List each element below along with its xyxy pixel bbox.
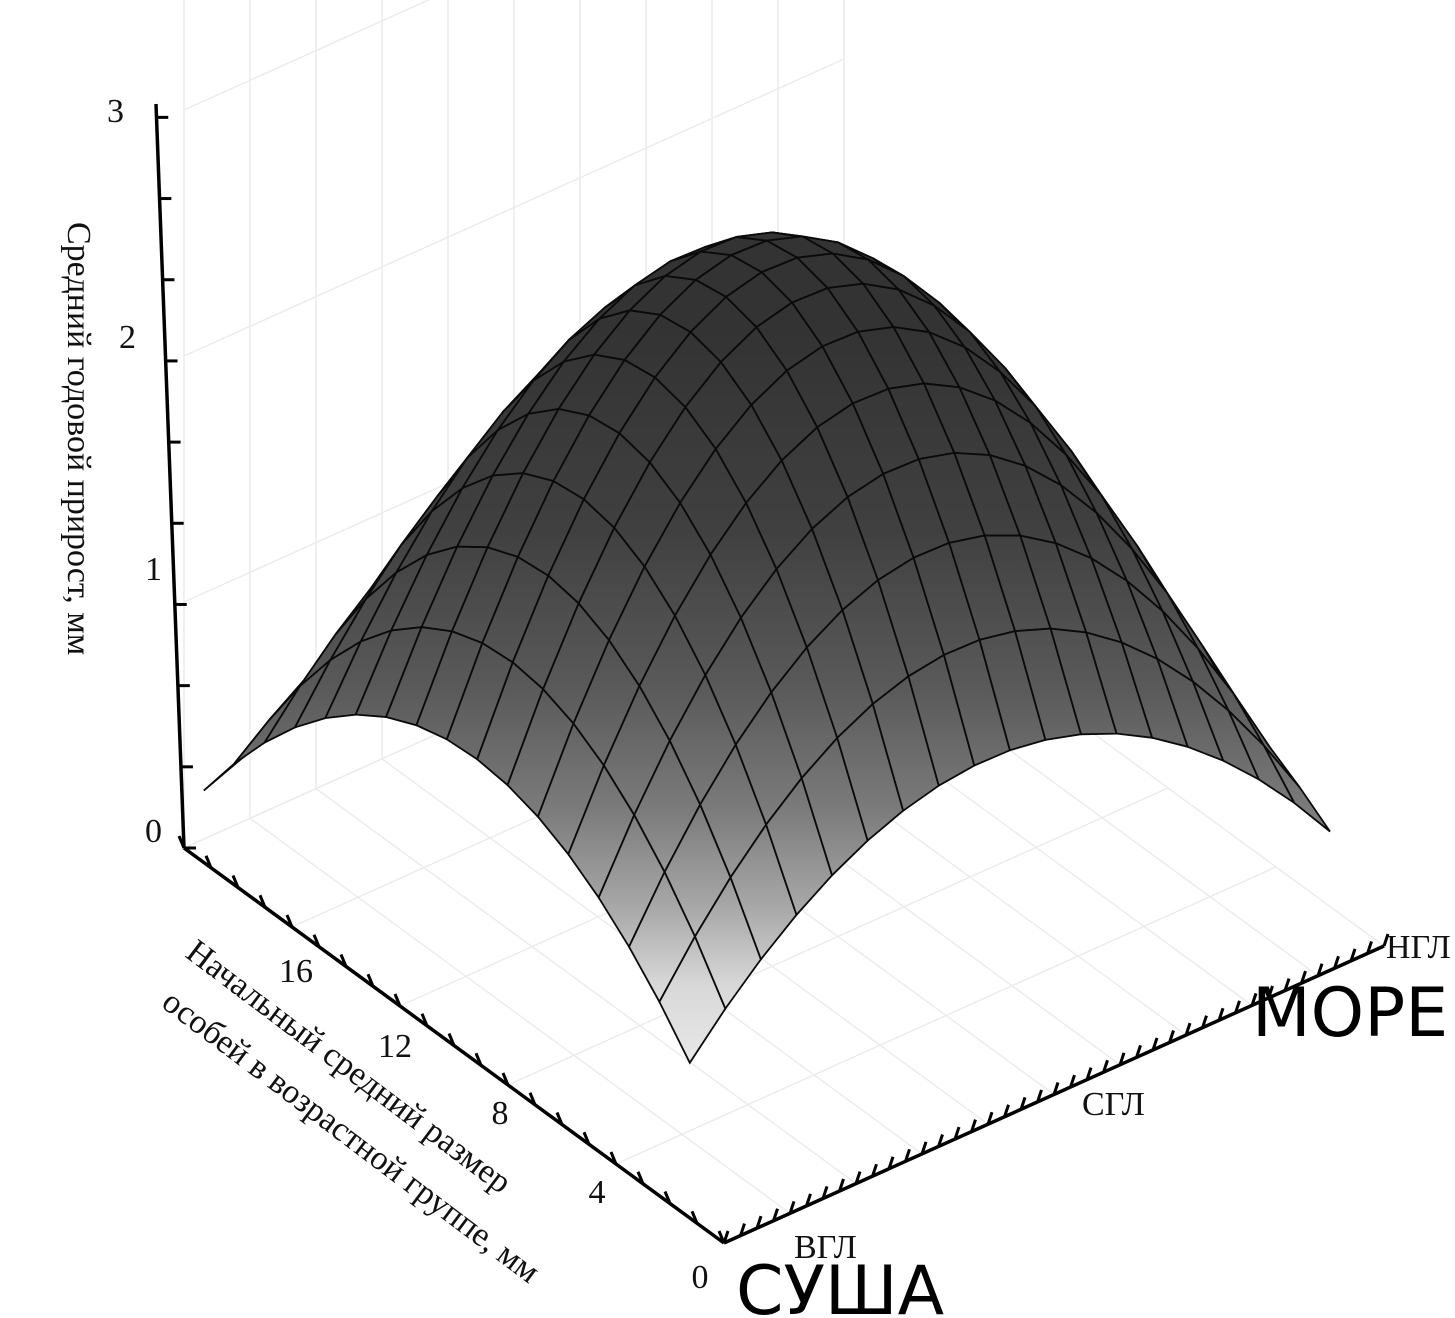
depth-tick (838, 1178, 845, 1192)
surface-cell (1263, 745, 1331, 833)
depth-tick (788, 1200, 796, 1214)
z-tick-label-3: 3 (107, 93, 124, 130)
depth-tick-label-ngl: НГЛ (1386, 929, 1451, 966)
size-tick (420, 1013, 429, 1027)
size-tick (339, 953, 348, 968)
size-tick (231, 874, 240, 889)
depth-tick-label-sgl: СГЛ (1082, 1086, 1145, 1123)
depth-tick (854, 1171, 862, 1185)
depth-tick (1267, 985, 1274, 999)
size-tick (285, 914, 294, 928)
size-axis-title-line2: особей в возрастной группе, мм (155, 983, 546, 1291)
size-tick (636, 1171, 645, 1185)
depth-tick (904, 1148, 911, 1162)
grid-line (615, 866, 1277, 1165)
size-tick (474, 1052, 483, 1066)
depth-tick (1036, 1089, 1043, 1103)
depth-tick (1333, 955, 1340, 969)
axes (154, 103, 1390, 1245)
z-axis-title: Средний годовой прирост, мм (60, 222, 97, 655)
z-tick-label-1: 1 (145, 551, 162, 588)
depth-tick (1184, 1022, 1192, 1036)
depth-tick (722, 1230, 730, 1244)
size-tick (258, 894, 267, 908)
depth-tick (1135, 1044, 1142, 1058)
grid-line (315, 787, 857, 1185)
depth-tick-label-vgl: ВГЛ (794, 1229, 857, 1266)
depth-tick (1349, 948, 1357, 962)
grid-line (183, 58, 845, 357)
size-tick (393, 993, 402, 1007)
depth-tick (953, 1126, 961, 1140)
depth-tick (986, 1111, 994, 1125)
size-tick-label-16: 16 (279, 953, 313, 990)
depth-tick (970, 1119, 977, 1133)
size-tick (501, 1072, 510, 1086)
depth-tick (1283, 978, 1291, 992)
size-tick (582, 1131, 591, 1145)
grid-line (507, 787, 1169, 1086)
z-axis-line (154, 103, 186, 849)
size-tick (528, 1092, 537, 1106)
depth-tick (1118, 1052, 1126, 1066)
depth-tick (1217, 1007, 1225, 1021)
size-tick (663, 1190, 672, 1205)
size-tick (366, 973, 375, 987)
depth-tick (1300, 970, 1307, 984)
depth-tick (1201, 1015, 1208, 1029)
depth-tick (1085, 1067, 1093, 1081)
depth-tick (1052, 1082, 1060, 1095)
size-tick-label-0: 0 (692, 1259, 709, 1296)
depth-tick (772, 1208, 779, 1222)
size-tick (555, 1111, 564, 1126)
size-tick (609, 1151, 618, 1165)
depth-tick (1250, 992, 1258, 1006)
size-tick-label-12: 12 (378, 1028, 412, 1065)
depth-tick (755, 1215, 763, 1229)
depth-tick (1151, 1037, 1159, 1051)
depth-tick (1316, 963, 1324, 977)
depth-tick (871, 1163, 878, 1177)
depth-tick (1366, 940, 1373, 954)
grid-line (183, 0, 431, 111)
depth-tick (1003, 1104, 1010, 1118)
depth-tick (937, 1134, 944, 1147)
depth-tick (920, 1141, 928, 1155)
depth-tick (1019, 1096, 1027, 1110)
z-tick-label-0: 0 (145, 813, 162, 850)
z-tick-label-2: 2 (119, 319, 136, 356)
grid-line (249, 817, 791, 1214)
depth-tick (739, 1223, 746, 1237)
size-tick (177, 835, 186, 849)
depth-tick (1234, 1000, 1241, 1014)
size-tick (690, 1210, 699, 1224)
depth-tick (1102, 1059, 1109, 1073)
size-tick (204, 855, 213, 869)
depth-tick (821, 1185, 829, 1199)
depth-tick (887, 1156, 895, 1170)
size-tick-label-4: 4 (589, 1174, 606, 1211)
size-tick-label-8: 8 (492, 1095, 509, 1132)
depth-tick (1069, 1074, 1076, 1088)
size-tick (312, 934, 321, 948)
sea-label: МОРЕ (1252, 974, 1448, 1053)
size-tick (447, 1032, 456, 1047)
depth-tick (805, 1193, 812, 1207)
land-label: СУША (736, 1252, 944, 1318)
depth-tick (1382, 933, 1390, 947)
surface (203, 231, 1331, 1065)
surface-cell (203, 718, 271, 792)
depth-tick (1168, 1030, 1175, 1043)
